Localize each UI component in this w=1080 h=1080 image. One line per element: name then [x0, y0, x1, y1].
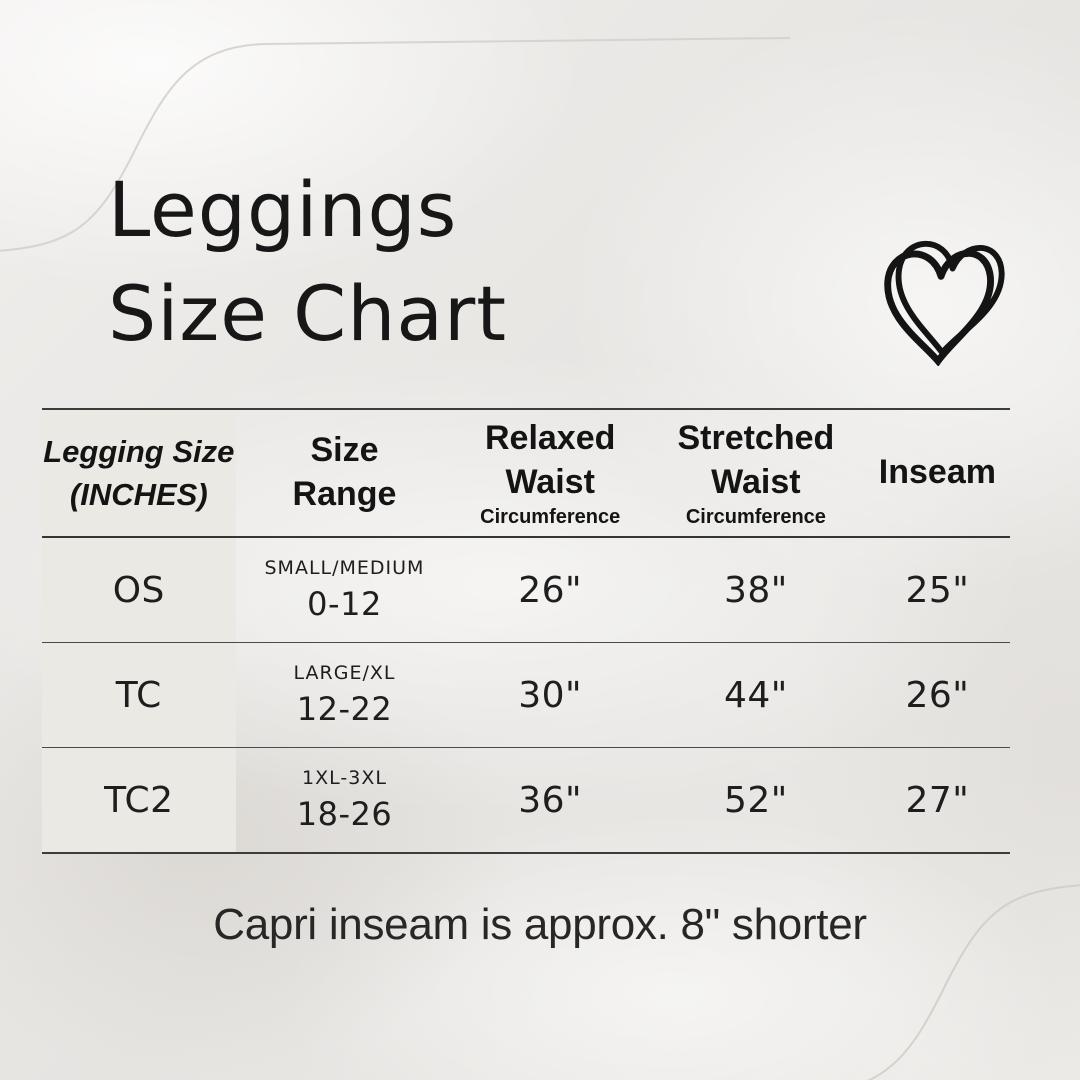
size-range-value: 18-26 — [296, 795, 393, 833]
size-range-label: LARGE/XL — [293, 662, 396, 684]
size-range-label: 1XL-3XL — [302, 767, 387, 789]
table-row-tc: TC LARGE/XL 12-22 30" 44" 26" — [42, 643, 1010, 748]
legging-size-value: TC — [115, 674, 162, 716]
capri-inseam-note: Capri inseam is approx. 8" shorter — [213, 900, 867, 949]
stretched-waist-value: 38" — [723, 569, 788, 611]
stretched-waist-value: 44" — [723, 674, 788, 716]
size-range-label: SMALL/MEDIUM — [264, 557, 425, 579]
relaxed-waist-value: 30" — [518, 674, 583, 716]
size-chart-table: Legging Size (INCHES) Size Range Relaxed… — [42, 408, 1010, 854]
table-header-row: Legging Size (INCHES) Size Range Relaxed… — [42, 410, 1010, 538]
relaxed-waist-value: 36" — [518, 779, 583, 821]
first-column-highlight — [42, 410, 236, 852]
header-legging-size: Legging Size (INCHES) — [43, 433, 235, 512]
doodle-heart-icon — [884, 240, 1005, 366]
header-inseam: Inseam — [878, 453, 996, 492]
size-range-value: 12-22 — [296, 690, 393, 728]
header-relaxed-waist: Relaxed Waist Circumference — [480, 418, 621, 529]
page-title-line2: Size Chart — [108, 269, 508, 359]
size-range-value: 0-12 — [307, 585, 382, 623]
header-stretched-waist: Stretched Waist Circumference — [677, 418, 835, 529]
table-row-tc2: TC2 1XL-3XL 18-26 36" 52" 27" — [42, 748, 1010, 852]
stretched-waist-value: 52" — [723, 779, 788, 821]
inseam-value: 26" — [905, 674, 970, 716]
size-range-cell: 1XL-3XL 18-26 — [236, 767, 454, 833]
size-range-cell: LARGE/XL 12-22 — [236, 662, 454, 728]
size-range-cell: SMALL/MEDIUM 0-12 — [236, 557, 454, 623]
relaxed-waist-value: 26" — [518, 569, 583, 611]
inseam-value: 27" — [905, 779, 970, 821]
legging-size-value: TC2 — [104, 779, 174, 821]
legging-size-value: OS — [112, 569, 165, 611]
page-title-line1: Leggings — [108, 165, 458, 254]
table-row-os: OS SMALL/MEDIUM 0-12 26" 38" 25" — [42, 538, 1010, 643]
page-title: Leggings Size Chart — [108, 158, 507, 366]
header-size-range: Size Range — [292, 431, 397, 513]
inseam-value: 25" — [905, 569, 970, 611]
